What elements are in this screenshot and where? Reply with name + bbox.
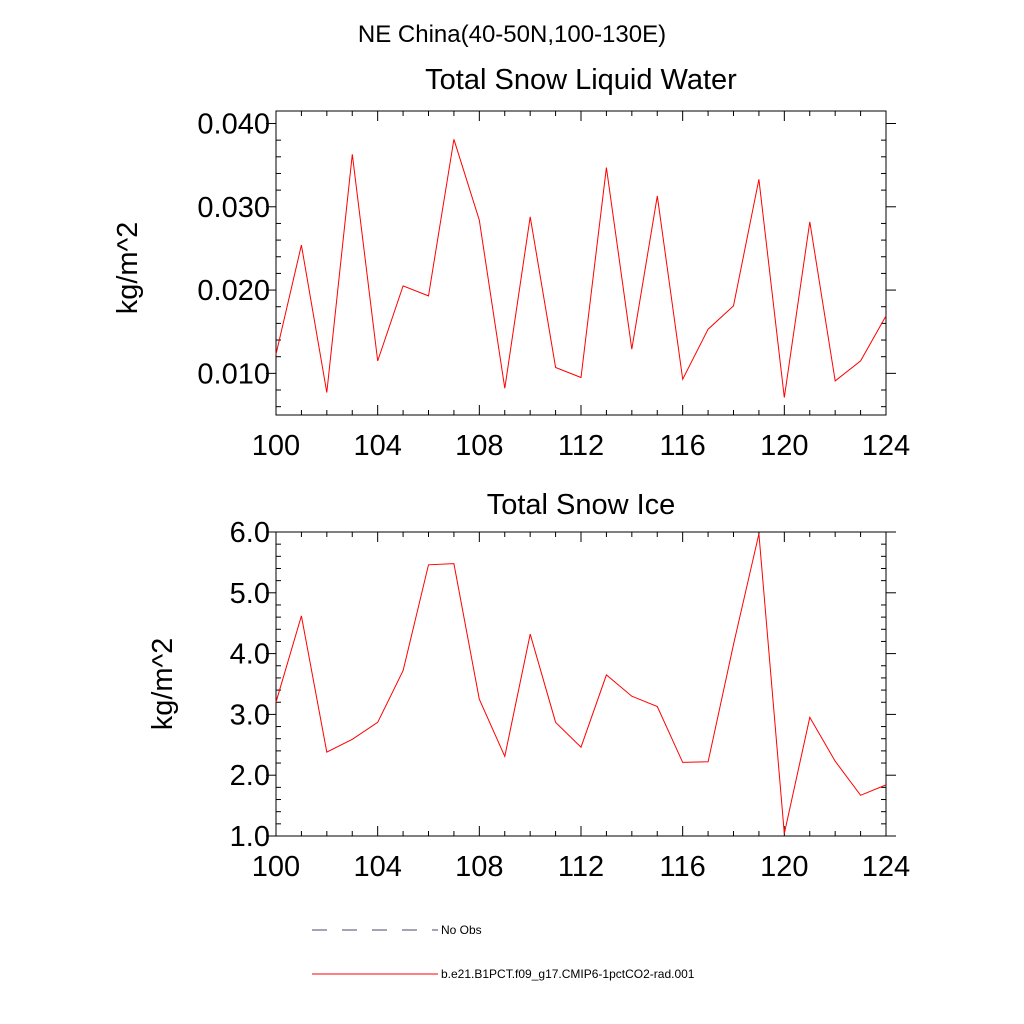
data-point: [859, 359, 862, 362]
y-tick-label: 2.0: [230, 760, 270, 792]
x-tick-label: 112: [558, 851, 604, 883]
x-tick-label: 124: [862, 851, 910, 883]
y-axis-label: kg/m^2: [112, 222, 144, 315]
data-point: [707, 760, 710, 763]
series-line: [275, 139, 887, 398]
data-point: [808, 716, 811, 719]
series-line: [275, 533, 887, 834]
panel-title: Total Snow Liquid Water: [425, 64, 737, 96]
chart-panel-liquid-water: Total Snow Liquid Water kg/m^2 100 104 108…: [112, 64, 910, 462]
legend-label-no-obs: No Obs: [441, 923, 482, 937]
data-point: [580, 376, 583, 379]
data-point: [529, 215, 532, 218]
data-point: [783, 396, 786, 399]
data-point: [427, 563, 430, 566]
data-point: [681, 761, 684, 764]
data-point: [834, 760, 837, 763]
data-point: [859, 794, 862, 797]
y-axis-label: kg/m^2: [147, 638, 179, 731]
data-point: [554, 721, 557, 724]
data-point: [402, 284, 405, 287]
data-point: [605, 673, 608, 676]
plot-frame: [275, 110, 887, 416]
data-point: [885, 314, 888, 317]
tick-labels: 100 104 108 112 116 120 124 1.0 2.0 3.0 4.0 5.0 6.0: [230, 517, 911, 883]
data-point: [605, 166, 608, 169]
data-point: [300, 614, 303, 617]
tick-labels: 100 104 108 112 116 120 124 0.010 0.020 0.030 0.04…: [197, 108, 910, 462]
x-tick-label: 104: [353, 430, 401, 462]
y-tick-label: 5.0: [230, 578, 270, 610]
data-point: [834, 379, 837, 382]
data-point: [885, 783, 888, 786]
x-tick-label: 108: [455, 430, 503, 462]
x-tick-label: 120: [760, 430, 808, 462]
axis-ticks: [266, 111, 896, 415]
data-point: [325, 391, 328, 394]
x-tick-label: 120: [760, 851, 808, 883]
data-point: [783, 832, 786, 835]
x-tick-label: 116: [660, 430, 706, 462]
data-point: [554, 366, 557, 369]
y-tick-label: 0.040: [197, 108, 270, 140]
data-point: [808, 220, 811, 223]
data-point: [732, 643, 735, 646]
figure-title: NE China(40-50N,100-130E): [358, 21, 666, 48]
data-point: [630, 695, 633, 698]
data-point: [656, 194, 659, 197]
data-point: [757, 178, 760, 181]
panel-title: Total Snow Ice: [487, 489, 676, 521]
y-tick-label: 0.030: [197, 192, 270, 224]
y-tick-label: 0.010: [197, 358, 270, 390]
data-point: [529, 633, 532, 636]
data-point: [656, 705, 659, 708]
data-point: [681, 378, 684, 381]
data-point: [452, 138, 455, 141]
data-point: [325, 751, 328, 754]
x-tick-label: 100: [252, 851, 300, 883]
data-point: [732, 304, 735, 307]
x-tick-label: 124: [862, 430, 910, 462]
data-point: [376, 721, 379, 724]
data-point: [275, 701, 278, 704]
data-point: [452, 562, 455, 565]
legend: No Obs b.e21.B1PCT.f09_g17.CMIP6-1pctCO2…: [312, 923, 695, 981]
legend-label-model-run: b.e21.B1PCT.f09_g17.CMIP6-1pctCO2-rad.00…: [441, 967, 695, 981]
data-point: [351, 738, 354, 741]
data-point: [503, 387, 506, 390]
axis-ticks: [266, 531, 896, 837]
y-tick-label: 0.020: [197, 275, 270, 307]
data-point: [402, 669, 405, 672]
y-tick-label: 3.0: [230, 699, 270, 731]
data-point: [707, 328, 710, 331]
x-tick-label: 116: [660, 851, 706, 883]
data-point: [300, 244, 303, 247]
data-series: [275, 532, 888, 835]
y-tick-label: 1.0: [230, 821, 270, 853]
plot-frame: [275, 531, 887, 837]
y-tick-label: 4.0: [230, 639, 270, 671]
data-point: [275, 353, 278, 356]
data-point: [580, 746, 583, 749]
data-point: [478, 698, 481, 701]
data-point: [478, 219, 481, 222]
data-point: [757, 532, 760, 535]
data-point: [376, 359, 379, 362]
x-tick-label: 104: [353, 851, 401, 883]
data-point: [351, 153, 354, 156]
data-point: [630, 348, 633, 351]
y-tick-label: 6.0: [230, 517, 270, 549]
data-point: [503, 755, 506, 758]
x-tick-label: 108: [455, 851, 503, 883]
x-tick-label: 112: [558, 430, 604, 462]
x-tick-label: 100: [252, 430, 300, 462]
data-point: [427, 294, 430, 297]
data-series: [275, 138, 888, 399]
chart-panel-snow-ice: Total Snow Ice kg/m^2 100 104 108 112 116 120…: [147, 489, 910, 883]
